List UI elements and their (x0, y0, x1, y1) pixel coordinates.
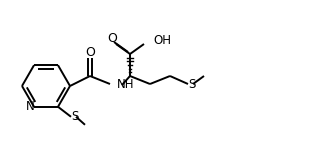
Text: NH: NH (117, 79, 134, 91)
Text: O: O (107, 33, 117, 46)
Text: N: N (26, 100, 34, 113)
Text: OH: OH (153, 34, 171, 48)
Text: O: O (85, 46, 95, 58)
Text: S: S (71, 110, 79, 123)
Text: S: S (188, 78, 196, 91)
